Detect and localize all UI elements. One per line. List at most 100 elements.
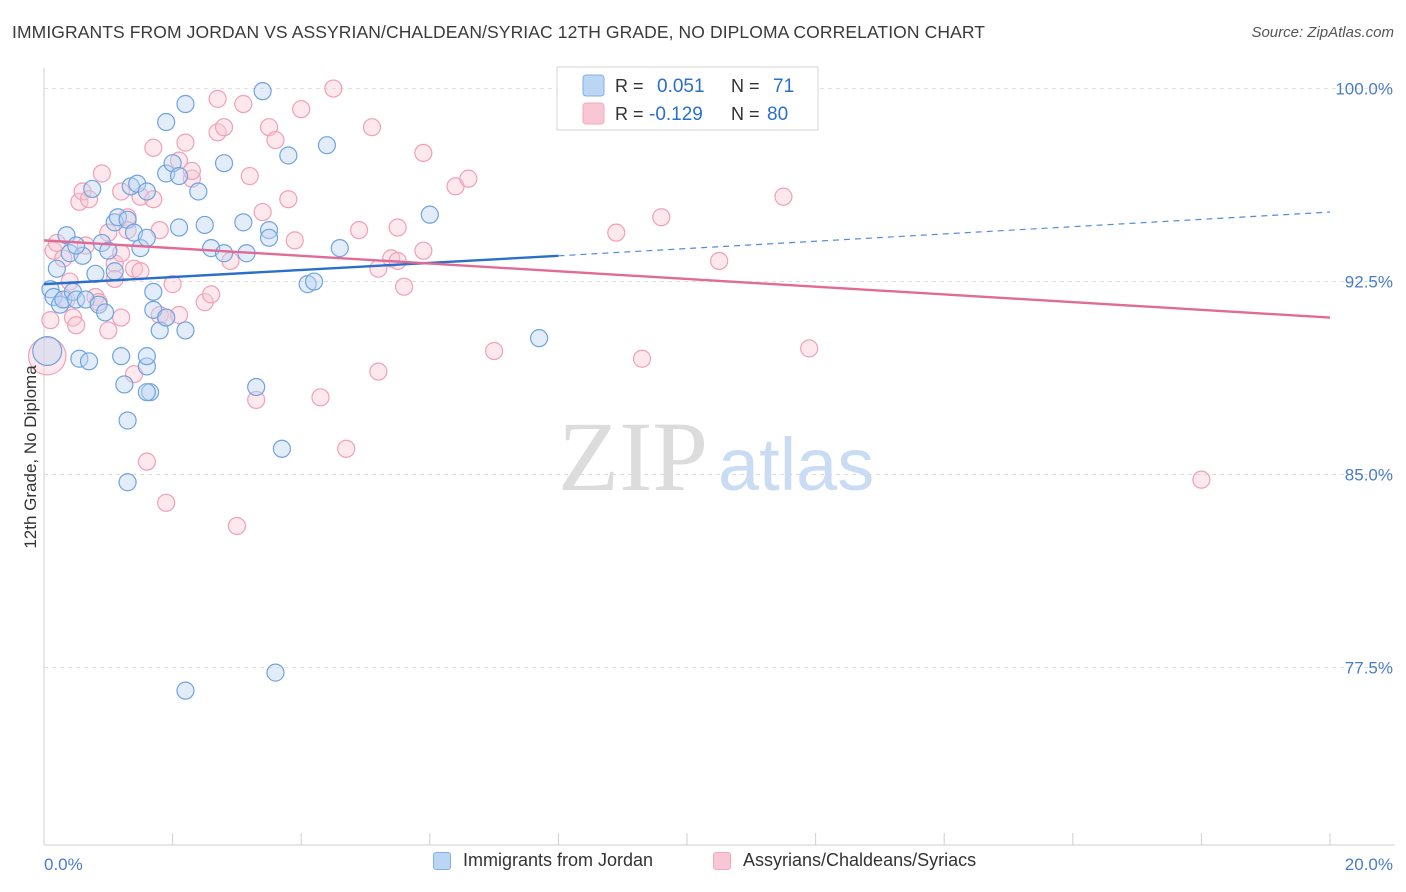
data-point bbox=[144, 138, 163, 157]
data-point bbox=[67, 236, 86, 255]
legend-item-jordan[interactable]: Immigrants from Jordan bbox=[433, 850, 653, 871]
data-point bbox=[208, 89, 227, 108]
data-point bbox=[214, 154, 234, 173]
data-point bbox=[266, 130, 285, 150]
data-point bbox=[137, 452, 156, 471]
trend-line-assyrians bbox=[43, 239, 1331, 319]
data-point bbox=[189, 182, 208, 201]
data-point bbox=[774, 187, 793, 206]
x-tick-label-min: 0.0% bbox=[44, 855, 83, 874]
data-point bbox=[95, 303, 115, 322]
legend-swatch-blue bbox=[582, 74, 605, 97]
data-point bbox=[99, 223, 118, 242]
legend-r-label-2: R = bbox=[615, 104, 644, 124]
series-jordan-points bbox=[32, 82, 549, 700]
data-point bbox=[32, 335, 63, 367]
data-point bbox=[253, 82, 272, 101]
data-point bbox=[349, 220, 369, 240]
data-point bbox=[324, 79, 343, 98]
data-point bbox=[485, 341, 504, 361]
data-point bbox=[240, 166, 259, 186]
data-point bbox=[272, 439, 292, 458]
data-point bbox=[607, 223, 626, 242]
data-point bbox=[800, 339, 819, 358]
data-point bbox=[259, 220, 279, 240]
series-assyrians-points bbox=[27, 79, 1211, 536]
data-point bbox=[176, 321, 195, 340]
watermark-zip: ZIP bbox=[558, 401, 708, 512]
data-point bbox=[304, 272, 324, 291]
y-tick-label: 85.0% bbox=[1345, 466, 1393, 485]
legend-swatch-jordan bbox=[433, 851, 451, 870]
data-point bbox=[259, 228, 279, 247]
stats-legend: R = 0.051 N = 71 R = -0.129 N = 80 bbox=[556, 66, 819, 131]
source-label: Source: ZipAtlas.com bbox=[1251, 24, 1394, 41]
data-point bbox=[157, 112, 176, 132]
data-point bbox=[47, 233, 66, 253]
data-point bbox=[137, 228, 156, 247]
legend-n-label-2: N = bbox=[731, 104, 760, 124]
watermark: ZIP atlas bbox=[558, 401, 874, 512]
data-point bbox=[115, 375, 134, 394]
data-point bbox=[394, 277, 414, 296]
legend-item-assyrians[interactable]: Assyrians/Chaldeans/Syriacs bbox=[713, 850, 976, 871]
data-point bbox=[131, 262, 150, 281]
data-point bbox=[79, 352, 99, 371]
series-legend: Immigrants from Jordan Assyrians/Chaldea… bbox=[0, 850, 1406, 878]
data-point bbox=[632, 349, 652, 368]
data-point bbox=[137, 182, 156, 201]
data-point bbox=[112, 182, 131, 201]
legend-n-value-2: 80 bbox=[767, 104, 788, 125]
data-point bbox=[362, 118, 382, 137]
data-point bbox=[163, 275, 182, 294]
data-point bbox=[41, 311, 60, 330]
data-point bbox=[459, 169, 478, 188]
data-point bbox=[118, 473, 137, 492]
data-point bbox=[195, 215, 214, 235]
trend-line-jordan bbox=[43, 254, 559, 286]
y-tick-label: 77.5% bbox=[1345, 658, 1393, 677]
trend-line-jordan-extension bbox=[558, 211, 1331, 257]
data-point bbox=[234, 94, 253, 114]
data-point bbox=[176, 133, 195, 152]
data-point bbox=[92, 164, 111, 183]
data-point bbox=[337, 439, 356, 458]
legend-swatch-assyrians bbox=[713, 851, 731, 870]
data-point bbox=[137, 383, 156, 402]
data-point bbox=[710, 251, 729, 271]
data-point bbox=[311, 388, 330, 407]
legend-r-value-1: 0.051 bbox=[657, 76, 705, 97]
data-point bbox=[169, 166, 189, 186]
x-tick-label-max: 20.0% bbox=[1345, 855, 1393, 874]
data-point bbox=[73, 246, 92, 265]
data-point bbox=[388, 218, 407, 237]
data-point bbox=[67, 290, 86, 309]
legend-n-label-1: N = bbox=[731, 76, 760, 96]
data-point bbox=[137, 357, 156, 376]
data-point bbox=[128, 174, 147, 193]
watermark-atlas: atlas bbox=[718, 423, 874, 506]
data-point bbox=[131, 238, 150, 258]
data-point bbox=[112, 347, 131, 366]
y-axis-label: 12th Grade, No Diploma bbox=[21, 365, 40, 549]
data-point bbox=[137, 347, 156, 366]
data-point bbox=[414, 241, 433, 260]
data-point bbox=[227, 516, 246, 536]
data-point bbox=[67, 316, 86, 335]
data-point bbox=[330, 238, 349, 258]
chart-title: IMMIGRANTS FROM JORDAN VS ASSYRIAN/CHALD… bbox=[12, 22, 986, 42]
data-point bbox=[317, 136, 337, 155]
data-point bbox=[176, 681, 195, 700]
data-point bbox=[247, 390, 266, 409]
data-point bbox=[285, 231, 304, 250]
data-point bbox=[530, 329, 549, 348]
data-point bbox=[112, 308, 131, 327]
data-point bbox=[214, 118, 234, 137]
data-point bbox=[253, 202, 272, 222]
data-point bbox=[118, 411, 137, 430]
data-point bbox=[144, 282, 163, 301]
data-point bbox=[266, 663, 285, 682]
data-point bbox=[47, 259, 66, 278]
data-point bbox=[369, 362, 388, 381]
